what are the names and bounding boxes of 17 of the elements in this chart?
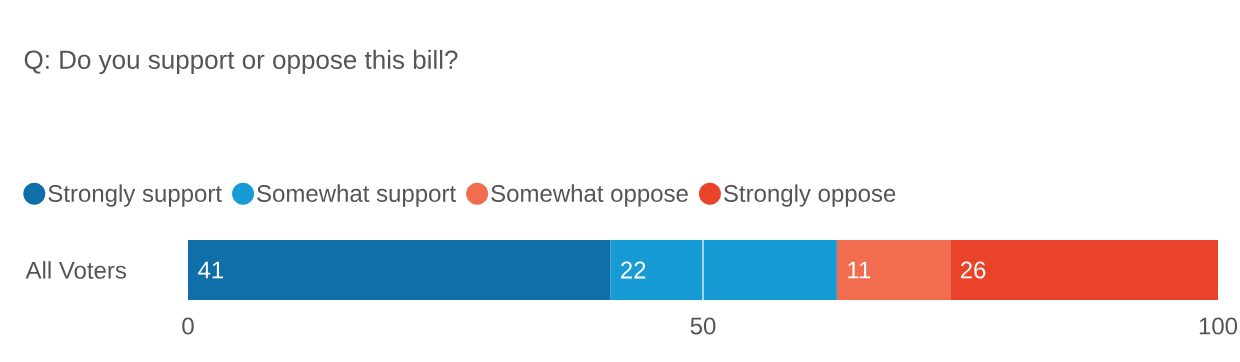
data-label: 26 bbox=[960, 261, 986, 279]
data-label: 22 bbox=[621, 261, 646, 279]
x-tick-label: 100 bbox=[1199, 317, 1238, 335]
legend-label: Strongly oppose bbox=[724, 184, 896, 207]
data-label: 11 bbox=[848, 261, 871, 279]
legend-label: Somewhat oppose bbox=[491, 184, 688, 207]
bar bbox=[188, 240, 611, 300]
x-tick-label: 50 bbox=[690, 317, 716, 335]
legend-label: Strongly support bbox=[48, 184, 222, 207]
chart-title: Q: Do you support or oppose this bill? bbox=[24, 49, 458, 75]
y-tick-label: All Voters bbox=[25, 261, 127, 279]
bar bbox=[610, 240, 837, 300]
bar bbox=[836, 240, 951, 300]
data-label: 41 bbox=[198, 261, 224, 279]
x-tick-label: 0 bbox=[182, 317, 194, 335]
bar bbox=[950, 240, 1219, 300]
legend-label: Somewhat support bbox=[257, 184, 456, 207]
